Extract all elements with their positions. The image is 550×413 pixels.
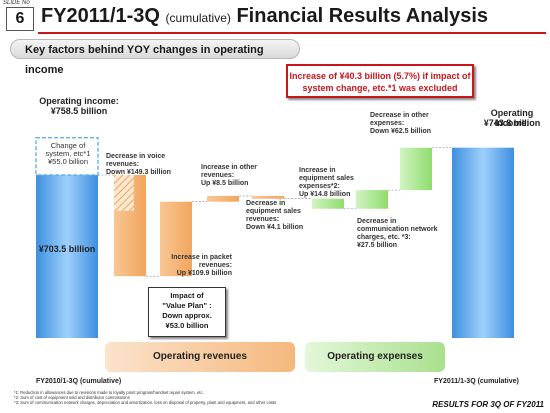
start-period-label: FY2010/1-3Q (cumulative) xyxy=(36,378,122,385)
end-operating-income-label: Operating income: xyxy=(490,108,534,128)
title-text: Financial Results Analysis xyxy=(236,5,489,27)
page-title: FY2011/1-3Q (cumulative) Financial Resul… xyxy=(41,5,488,28)
step-label-equipment-expenses: Increase in equipment sales expenses*2: Up … xyxy=(299,167,354,198)
footer-results-label: RESULTS FOR 3Q OF FY2011 xyxy=(432,400,544,409)
operating-revenues-label: Operating revenues xyxy=(153,351,247,362)
excluded-impact-callout: Increase of ¥40.3 billion (5.7%) if impa… xyxy=(286,64,474,98)
step-label-voice: Decrease in voice revenues: Down ¥149.3 bi… xyxy=(106,153,171,176)
end-income-bar xyxy=(452,147,514,338)
slide-number-label: SLIDE No xyxy=(3,0,30,6)
footnote-1: *1: Reduction in allowances due to revis… xyxy=(14,390,204,395)
value-plan-hatch xyxy=(114,175,134,211)
operating-expenses-band: Operating expenses xyxy=(305,342,445,372)
waterfall-step-5 xyxy=(356,190,388,209)
waterfall-step-4 xyxy=(312,198,344,209)
waterfall-step-2 xyxy=(207,195,239,202)
step-label-equipment-revenues: Decrease in equipment sales revenues: Down … xyxy=(246,200,304,231)
operating-revenues-band: Operating revenues xyxy=(105,342,295,372)
value-plan-impact-box: Impact of "Value Plan" : Down approx. ¥5… xyxy=(148,287,226,337)
title-cumulative: (cumulative) xyxy=(165,11,231,25)
start-adjusted-value: ¥703.5 billion xyxy=(38,244,96,254)
system-change-label: Change of system, etc*1 ¥55.0 billion xyxy=(45,141,91,166)
step-label-packet: Increase in packet revenues: Up ¥109.9 bil… xyxy=(171,254,232,277)
footnote-2: *2: Sum of cost of equipment sold and di… xyxy=(14,395,130,400)
start-operating-income-label: Operating income: xyxy=(39,96,119,106)
step-label-other-expenses: Decrease in other expenses: Down ¥62.5 bil… xyxy=(370,112,432,135)
section-subtitle: Key factors behind YOY changes in operat… xyxy=(10,39,300,76)
start-operating-income-value: ¥758.5 billion xyxy=(50,106,108,116)
waterfall-step-6 xyxy=(400,147,432,191)
title-period: FY2011/1-3Q xyxy=(41,5,160,27)
step-label-other-revenues: Increase in other revenues: Up ¥8.5 billio… xyxy=(201,164,258,187)
step-label-network-charges: Decrease in communication network charges,… xyxy=(357,218,438,249)
waterfall-step-1 xyxy=(160,201,192,277)
waterfall-step-3 xyxy=(252,195,284,199)
end-operating-income-value: ¥743.8 billion xyxy=(483,118,541,128)
title-divider xyxy=(38,32,546,34)
end-period-label: FY2011/1-3Q (cumulative) xyxy=(434,378,519,385)
system-change-box xyxy=(35,137,99,176)
operating-expenses-label: Operating expenses xyxy=(327,351,423,362)
start-income-bar xyxy=(36,175,98,338)
footnotes: *1: Reduction in allowances due to revis… xyxy=(14,390,276,405)
slide-number: 6 xyxy=(6,7,34,31)
footnote-3: *3: Sum of communication network charges… xyxy=(14,400,277,405)
